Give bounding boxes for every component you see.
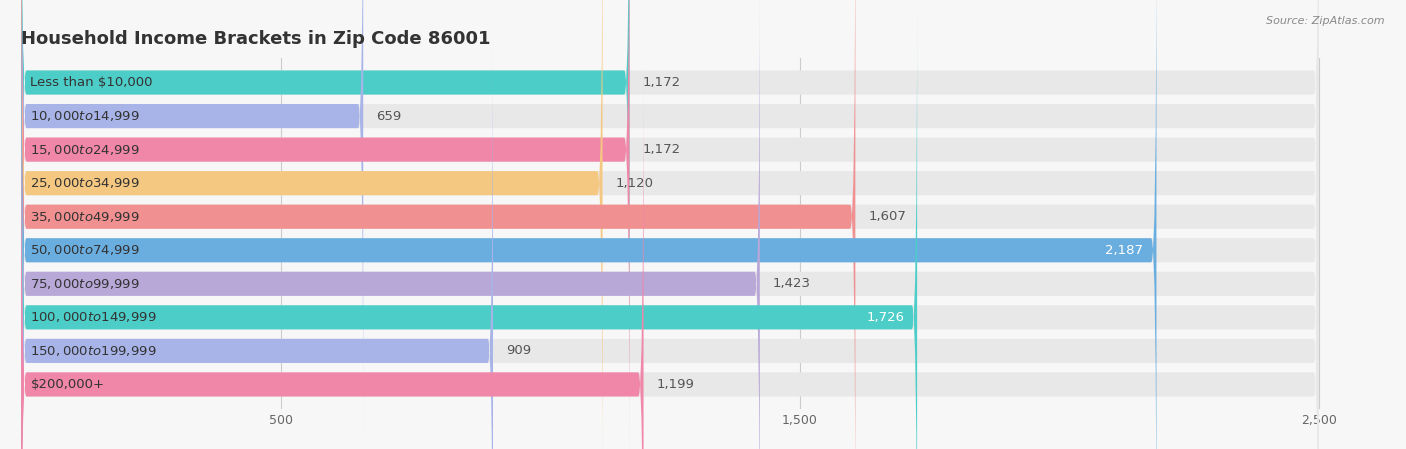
FancyBboxPatch shape: [21, 0, 363, 440]
Text: $150,000 to $199,999: $150,000 to $199,999: [31, 344, 157, 358]
FancyBboxPatch shape: [21, 0, 759, 449]
Text: $35,000 to $49,999: $35,000 to $49,999: [31, 210, 141, 224]
FancyBboxPatch shape: [21, 0, 917, 449]
Text: Household Income Brackets in Zip Code 86001: Household Income Brackets in Zip Code 86…: [21, 31, 491, 48]
Text: Less than $10,000: Less than $10,000: [31, 76, 153, 89]
Text: 659: 659: [377, 110, 402, 123]
FancyBboxPatch shape: [21, 0, 1319, 449]
Text: 1,172: 1,172: [643, 76, 681, 89]
Text: $25,000 to $34,999: $25,000 to $34,999: [31, 176, 141, 190]
FancyBboxPatch shape: [21, 61, 644, 449]
FancyBboxPatch shape: [21, 0, 855, 449]
Text: $15,000 to $24,999: $15,000 to $24,999: [31, 143, 141, 157]
Text: $10,000 to $14,999: $10,000 to $14,999: [31, 109, 141, 123]
FancyBboxPatch shape: [21, 0, 1319, 449]
Text: 1,423: 1,423: [773, 277, 811, 291]
Text: 1,726: 1,726: [866, 311, 904, 324]
Text: 2,187: 2,187: [1105, 244, 1143, 257]
FancyBboxPatch shape: [21, 0, 603, 449]
FancyBboxPatch shape: [21, 0, 1157, 449]
Text: 909: 909: [506, 344, 531, 357]
FancyBboxPatch shape: [21, 27, 494, 449]
Text: $200,000+: $200,000+: [31, 378, 104, 391]
Text: 1,607: 1,607: [869, 210, 907, 223]
FancyBboxPatch shape: [21, 0, 1319, 449]
FancyBboxPatch shape: [21, 61, 1319, 449]
FancyBboxPatch shape: [21, 0, 1319, 440]
FancyBboxPatch shape: [21, 0, 1319, 406]
FancyBboxPatch shape: [21, 0, 630, 406]
Text: $100,000 to $149,999: $100,000 to $149,999: [31, 310, 157, 324]
Text: $75,000 to $99,999: $75,000 to $99,999: [31, 277, 141, 291]
Text: 1,120: 1,120: [616, 176, 654, 189]
FancyBboxPatch shape: [21, 0, 630, 449]
FancyBboxPatch shape: [21, 0, 1319, 449]
Text: 1,199: 1,199: [657, 378, 695, 391]
Text: $50,000 to $74,999: $50,000 to $74,999: [31, 243, 141, 257]
FancyBboxPatch shape: [21, 0, 1319, 449]
FancyBboxPatch shape: [21, 0, 1319, 449]
Text: 1,172: 1,172: [643, 143, 681, 156]
FancyBboxPatch shape: [21, 27, 1319, 449]
Text: Source: ZipAtlas.com: Source: ZipAtlas.com: [1267, 16, 1385, 26]
